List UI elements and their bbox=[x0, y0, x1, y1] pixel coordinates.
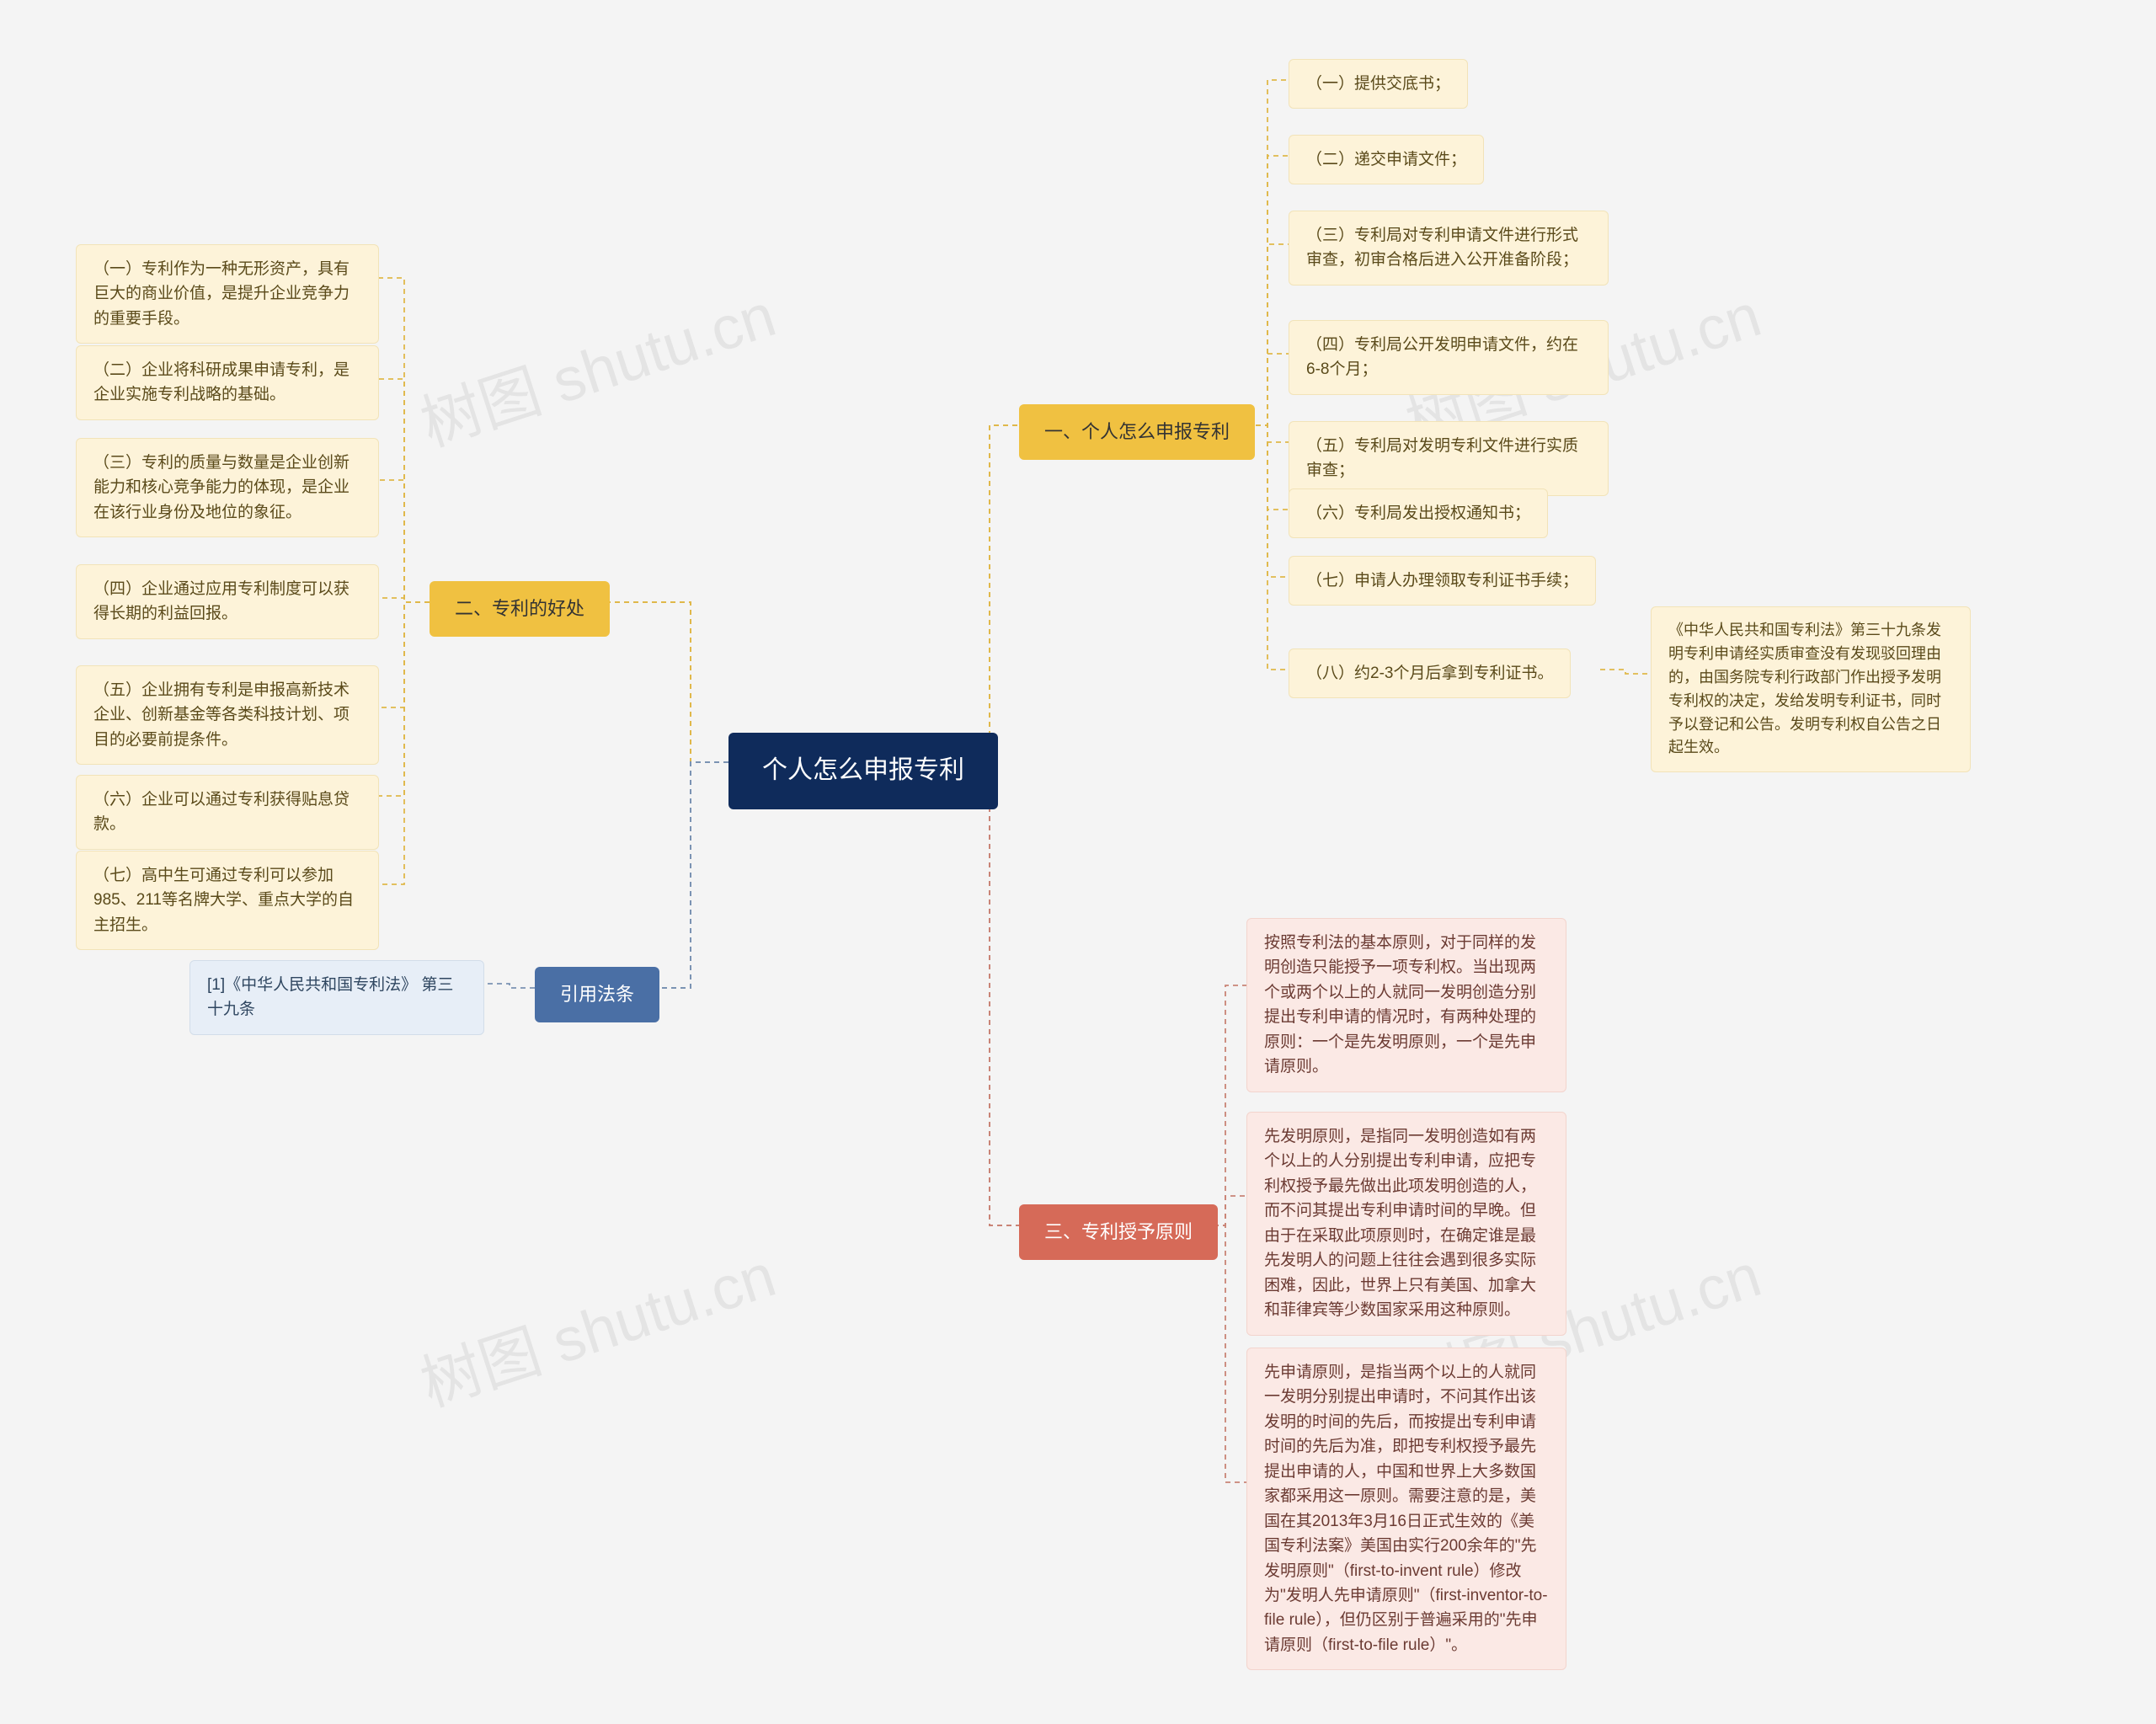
leaf-b1-3[interactable]: （三）专利局对专利申请文件进行形式审查，初审合格后进入公开准备阶段； bbox=[1289, 211, 1609, 286]
leaf-b1-1[interactable]: （一）提供交底书； bbox=[1289, 59, 1468, 109]
leaf-text: （七）申请人办理领取专利证书手续； bbox=[1306, 568, 1578, 593]
leaf-b2-1[interactable]: （一）专利作为一种无形资产，具有巨大的商业价值，是提升企业竞争力的重要手段。 bbox=[76, 244, 379, 344]
leaf-b2-4[interactable]: （四）企业通过应用专利制度可以获得长期的利益回报。 bbox=[76, 564, 379, 639]
leaf-b1-6[interactable]: （六）专利局发出授权通知书； bbox=[1289, 488, 1548, 538]
leaf-text: （三）专利的质量与数量是企业创新能力和核心竞争能力的体现，是企业在该行业身份及地… bbox=[93, 451, 361, 525]
leaf-text: （二）递交申请文件； bbox=[1306, 147, 1466, 172]
watermark: 树图 shutu.cn bbox=[408, 1225, 784, 1423]
leaf-b3-1[interactable]: 按照专利法的基本原则，对于同样的发明创造只能授予一项专利权。当出现两个或两个以上… bbox=[1246, 918, 1566, 1092]
branch-label: 二、专利的好处 bbox=[455, 595, 584, 623]
leaf-b1-8[interactable]: （八）约2-3个月后拿到专利证书。 bbox=[1289, 649, 1571, 698]
branch-label: 引用法条 bbox=[560, 980, 634, 1009]
leaf-text: [1]《中华人民共和国专利法》 第三十九条 bbox=[207, 973, 467, 1022]
leaf-b2-3[interactable]: （三）专利的质量与数量是企业创新能力和核心竞争能力的体现，是企业在该行业身份及地… bbox=[76, 438, 379, 537]
leaf-text: 先申请原则，是指当两个以上的人就同一发明分别提出申请时，不问其作出该发明的时间的… bbox=[1264, 1360, 1549, 1657]
leaf-text: （七）高中生可通过专利可以参加985、211等名牌大学、重点大学的自主招生。 bbox=[93, 863, 361, 937]
leaf-text: 按照专利法的基本原则，对于同样的发明创造只能授予一项专利权。当出现两个或两个以上… bbox=[1264, 931, 1549, 1080]
branch-1[interactable]: 一、个人怎么申报专利 bbox=[1019, 404, 1255, 460]
leaf-text: （五）专利局对发明专利文件进行实质审查； bbox=[1306, 434, 1591, 483]
leaf-text: （六）专利局发出授权通知书； bbox=[1306, 501, 1530, 526]
leaf-text: （四）专利局公开发明申请文件，约在6-8个月； bbox=[1306, 333, 1591, 382]
branch-3[interactable]: 三、专利授予原则 bbox=[1019, 1204, 1218, 1260]
leaf-b3-2[interactable]: 先发明原则，是指同一发明创造如有两个以上的人分别提出专利申请，应把专利权授予最先… bbox=[1246, 1112, 1566, 1336]
leaf-text: （五）企业拥有专利是申报高新技术企业、创新基金等各类科技计划、项目的必要前提条件… bbox=[93, 678, 361, 752]
leaf-b1-4[interactable]: （四）专利局公开发明申请文件，约在6-8个月； bbox=[1289, 320, 1609, 395]
leaf-text: （三）专利局对专利申请文件进行形式审查，初审合格后进入公开准备阶段； bbox=[1306, 223, 1591, 273]
leaf-text: （四）企业通过应用专利制度可以获得长期的利益回报。 bbox=[93, 577, 361, 627]
leaf-b2-7[interactable]: （七）高中生可通过专利可以参加985、211等名牌大学、重点大学的自主招生。 bbox=[76, 851, 379, 950]
leaf-text: （六）企业可以通过专利获得贴息贷款。 bbox=[93, 787, 361, 837]
leaf-b1-8-sub[interactable]: 《中华人民共和国专利法》第三十九条发明专利申请经实质审查没有发现驳回理由的，由国… bbox=[1651, 606, 1971, 772]
watermark: 树图 shutu.cn bbox=[408, 265, 784, 463]
leaf-b4-1[interactable]: [1]《中华人民共和国专利法》 第三十九条 bbox=[189, 960, 484, 1035]
leaf-b2-5[interactable]: （五）企业拥有专利是申报高新技术企业、创新基金等各类科技计划、项目的必要前提条件… bbox=[76, 665, 379, 765]
leaf-text: 先发明原则，是指同一发明创造如有两个以上的人分别提出专利申请，应把专利权授予最先… bbox=[1264, 1124, 1549, 1323]
leaf-text: 《中华人民共和国专利法》第三十九条发明专利申请经实质审查没有发现驳回理由的，由国… bbox=[1668, 619, 1953, 760]
leaf-b2-6[interactable]: （六）企业可以通过专利获得贴息贷款。 bbox=[76, 775, 379, 850]
leaf-text: （一）专利作为一种无形资产，具有巨大的商业价值，是提升企业竞争力的重要手段。 bbox=[93, 257, 361, 331]
leaf-b1-7[interactable]: （七）申请人办理领取专利证书手续； bbox=[1289, 556, 1596, 606]
leaf-b3-3[interactable]: 先申请原则，是指当两个以上的人就同一发明分别提出申请时，不问其作出该发明的时间的… bbox=[1246, 1348, 1566, 1670]
leaf-b1-2[interactable]: （二）递交申请文件； bbox=[1289, 135, 1484, 184]
branch-2[interactable]: 二、专利的好处 bbox=[430, 581, 610, 637]
leaf-b1-5[interactable]: （五）专利局对发明专利文件进行实质审查； bbox=[1289, 421, 1609, 496]
leaf-text: （八）约2-3个月后拿到专利证书。 bbox=[1306, 661, 1553, 686]
leaf-b2-2[interactable]: （二）企业将科研成果申请专利，是企业实施专利战略的基础。 bbox=[76, 345, 379, 420]
root-label: 个人怎么申报专利 bbox=[762, 751, 964, 791]
branch-label: 一、个人怎么申报专利 bbox=[1044, 418, 1230, 446]
root-node[interactable]: 个人怎么申报专利 bbox=[728, 733, 998, 809]
leaf-text: （一）提供交底书； bbox=[1306, 72, 1450, 96]
branch-4[interactable]: 引用法条 bbox=[535, 967, 659, 1022]
branch-label: 三、专利授予原则 bbox=[1044, 1218, 1193, 1246]
leaf-text: （二）企业将科研成果申请专利，是企业实施专利战略的基础。 bbox=[93, 358, 361, 408]
